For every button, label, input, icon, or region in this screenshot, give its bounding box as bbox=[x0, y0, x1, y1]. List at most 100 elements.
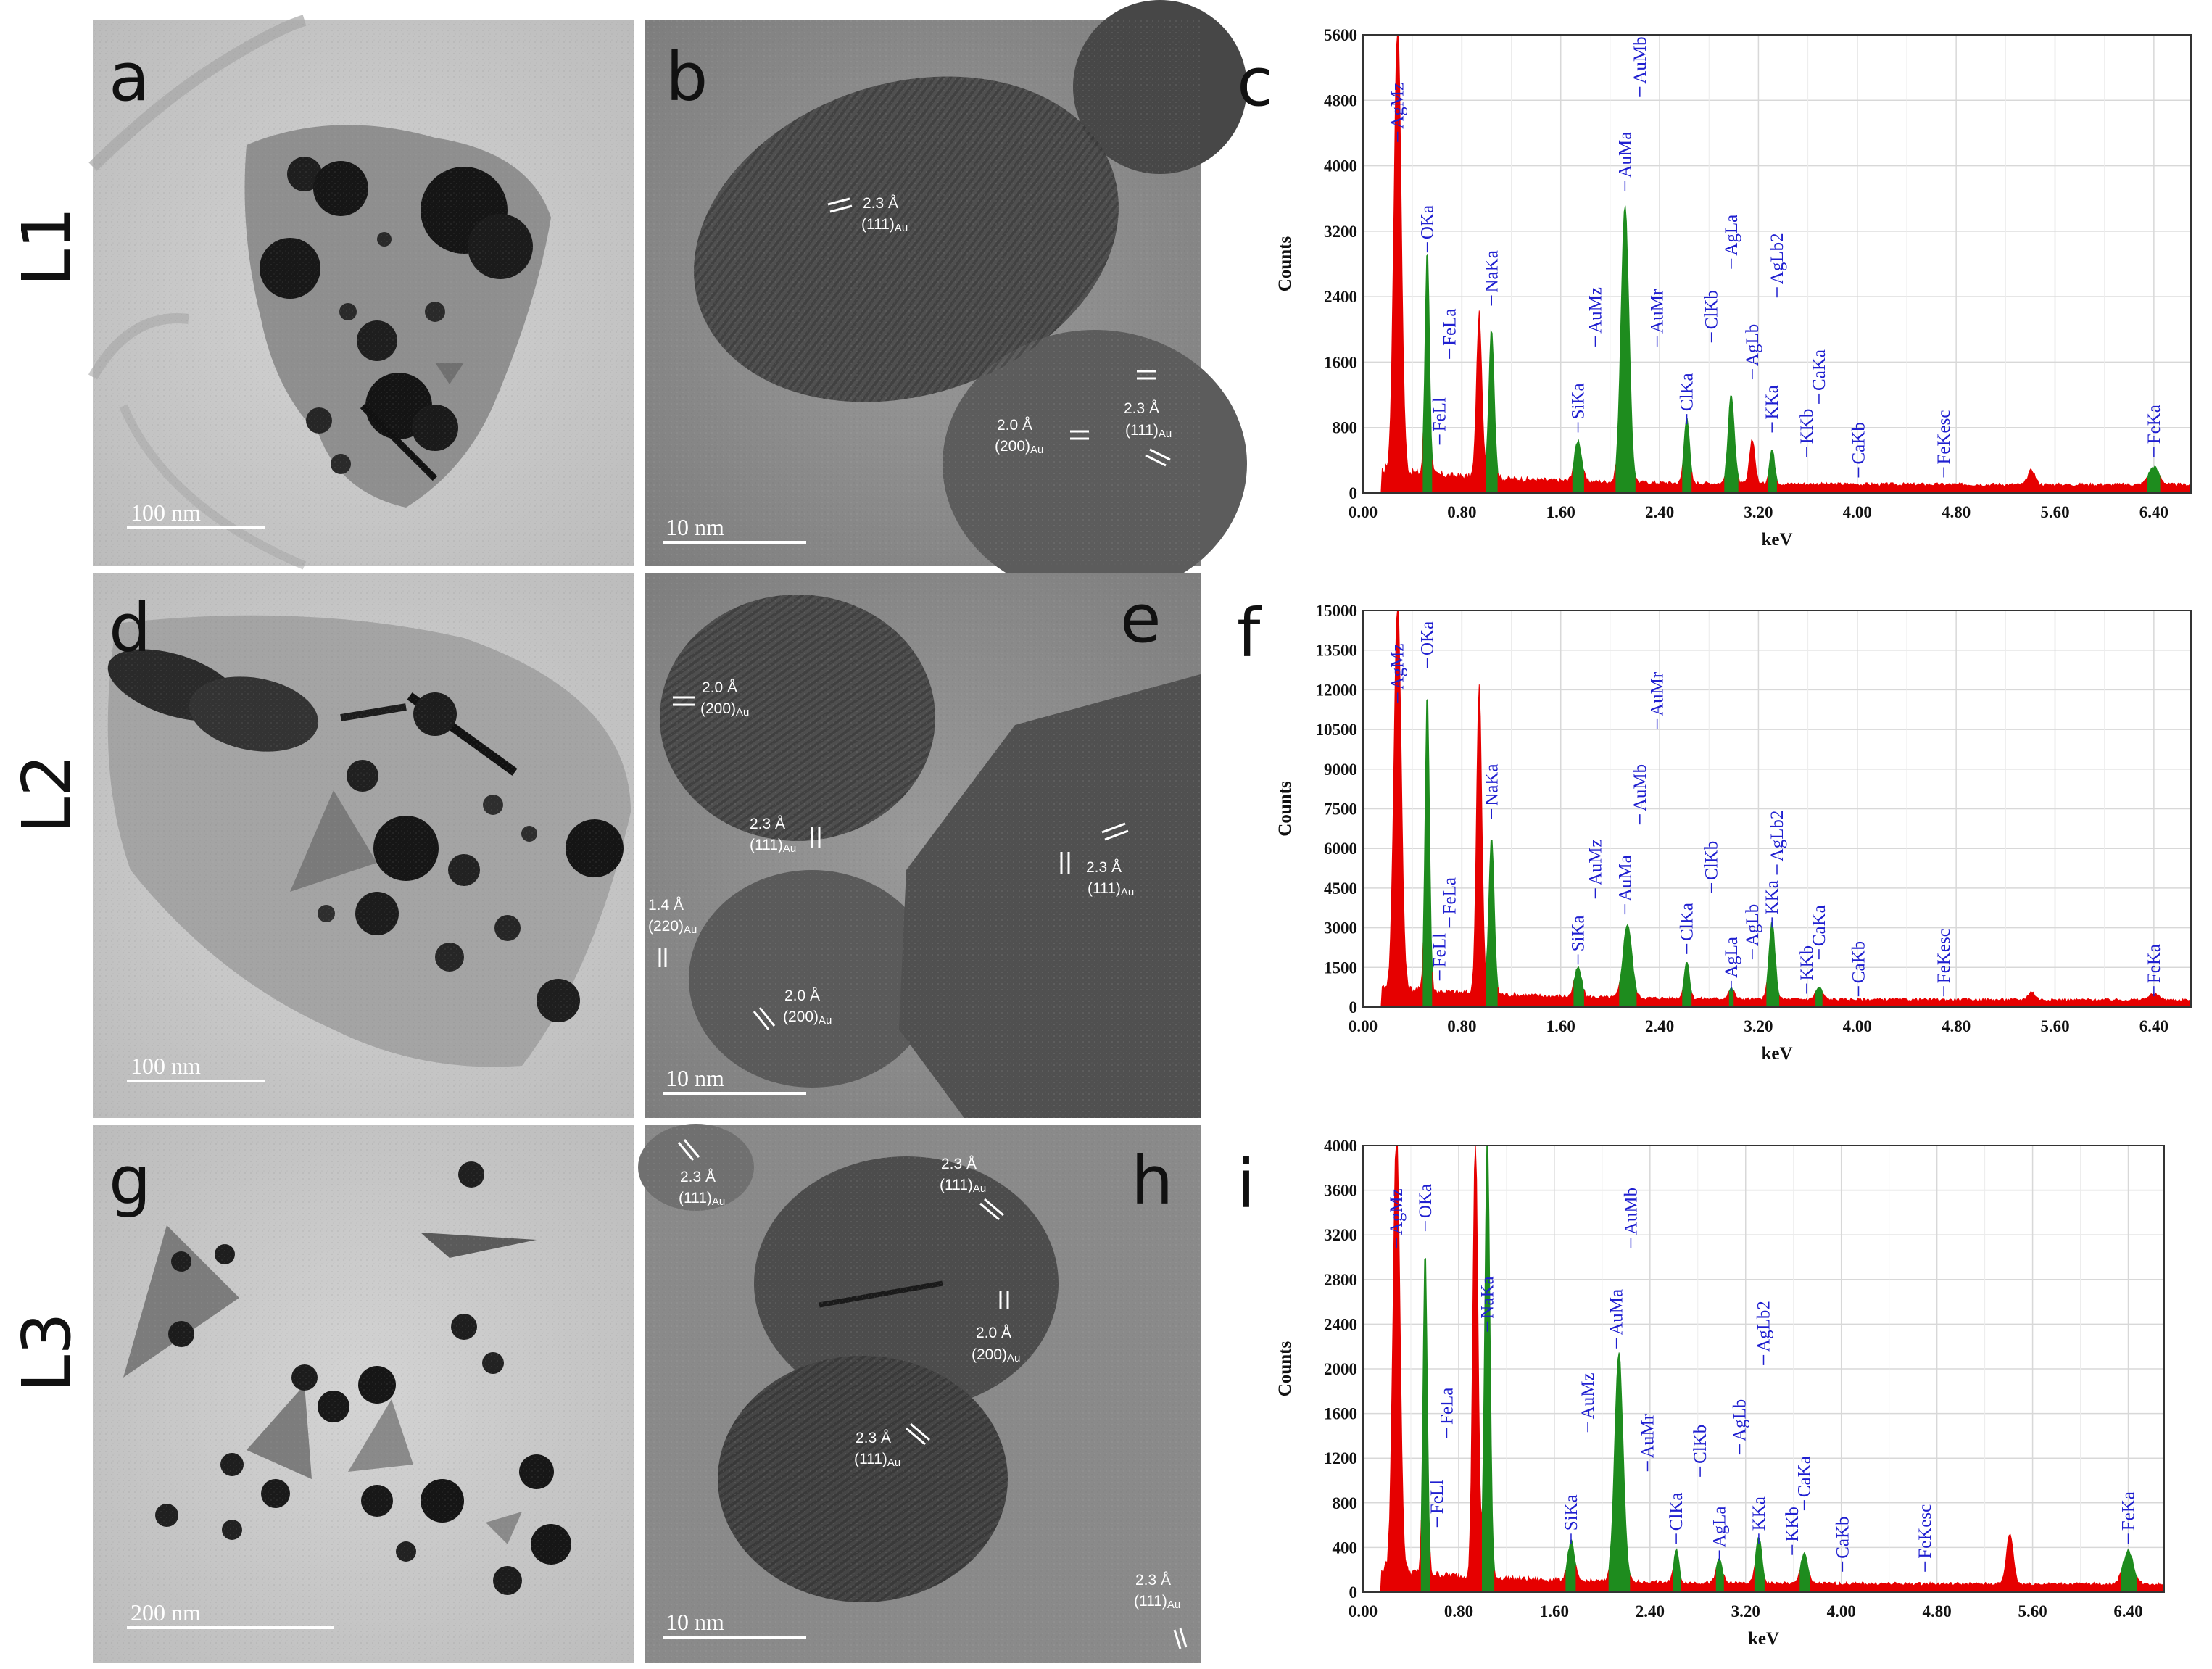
element-label: ClKa bbox=[1667, 1493, 1686, 1531]
lattice-annotation: 2.3 Å (111)Au bbox=[861, 195, 908, 234]
spectrum-red-area bbox=[1723, 1565, 1755, 1593]
element-label: AgLb2 bbox=[1768, 811, 1787, 862]
y-axis-label: Counts bbox=[1275, 236, 1295, 292]
x-axis-label: keV bbox=[1761, 1044, 1792, 1064]
lattice-annotation: 2.3 Å (111)Au bbox=[1134, 1572, 1180, 1611]
lattice-plane: (111) bbox=[854, 1451, 887, 1467]
spectrum-red-area bbox=[1583, 982, 1620, 1008]
lattice-sub: Au bbox=[887, 1457, 900, 1469]
element-label: OKa bbox=[1416, 1184, 1436, 1218]
spectrum-red-area bbox=[1635, 464, 1683, 494]
lattice-plane: (200) bbox=[783, 1009, 819, 1025]
x-tick-label: 2.40 bbox=[1636, 1602, 1665, 1620]
element-label: ClKa bbox=[1678, 373, 1697, 411]
lattice-d-spacing: 2.3 Å bbox=[1124, 400, 1159, 417]
spectrum-red-area bbox=[1691, 990, 1730, 1008]
lattice-annotation: 2.0 Å (200)Au bbox=[783, 987, 832, 1027]
y-tick-label: 0 bbox=[1349, 1583, 1358, 1602]
x-tick-label: 4.80 bbox=[1923, 1602, 1952, 1620]
lattice-annotation: 2.3 Å (111)Au bbox=[750, 816, 796, 855]
panel-label-h: h bbox=[1131, 1142, 1173, 1219]
lattice-annotation: 2.0 Å (200)Au bbox=[700, 679, 749, 718]
element-label: CaKb bbox=[1849, 941, 1868, 983]
x-tick-label: 4.80 bbox=[1942, 503, 1971, 521]
element-label: AuMa bbox=[1607, 1289, 1627, 1335]
scale-bar-label: 100 nm bbox=[131, 500, 201, 526]
spectrum-red-area bbox=[1432, 310, 1487, 494]
row-label-l1: L1 bbox=[8, 207, 86, 286]
svg-text:(111)Au: (111)Au bbox=[940, 1177, 986, 1195]
lattice-d-spacing: 2.3 Å bbox=[750, 816, 785, 832]
spectrum-red-area bbox=[1636, 989, 1683, 1008]
lattice-d-spacing: 2.3 Å bbox=[1135, 1572, 1171, 1589]
y-tick-label: 3600 bbox=[1324, 1182, 1357, 1200]
y-tick-label: 7500 bbox=[1324, 800, 1357, 819]
svg-text:(111)Au: (111)Au bbox=[854, 1451, 900, 1469]
lattice-d-spacing: 2.3 Å bbox=[863, 195, 898, 212]
panel-label-b: b bbox=[666, 38, 708, 116]
spectrum-red-area bbox=[1810, 1533, 2122, 1593]
row-label-l2: L2 bbox=[8, 754, 86, 834]
eds-chart-i: i 0 400 800 1200 1600 2000 2400 2800 3200 3600 4000… bbox=[1237, 1137, 2165, 1649]
y-tick-label: 4500 bbox=[1324, 879, 1357, 898]
x-tick-label: 0.80 bbox=[1447, 503, 1476, 521]
spectrum-green-area bbox=[1486, 840, 1499, 1008]
element-label: FeKa bbox=[2119, 1491, 2139, 1531]
plot-frame bbox=[1362, 1145, 2165, 1593]
element-label: KKa bbox=[1762, 880, 1782, 914]
y-tick-label: 1600 bbox=[1324, 353, 1357, 371]
y-tick-label: 2800 bbox=[1324, 1271, 1357, 1289]
element-label: AgMz bbox=[1388, 644, 1408, 690]
spectrum-green-area bbox=[1682, 961, 1693, 1008]
lattice-sub: Au bbox=[712, 1196, 725, 1208]
spectrum-green-area bbox=[1482, 1145, 1496, 1593]
x-axis-label: keV bbox=[1748, 1629, 1779, 1649]
svg-text:(111)Au: (111)Au bbox=[750, 837, 796, 855]
y-tick-label: 6000 bbox=[1324, 840, 1357, 858]
x-tick-label: 3.20 bbox=[1744, 503, 1773, 521]
element-label: AgLa bbox=[1722, 937, 1741, 978]
y-tick-label: 3200 bbox=[1324, 223, 1357, 241]
eds-chart-c: c 0 800 1600 2400 3200 4000 4800 5600 0.00 0.80 1.6… bbox=[1237, 26, 2192, 550]
spectrum-red-area bbox=[1691, 472, 1726, 494]
spectrum-red-area bbox=[1432, 684, 1487, 1008]
element-label: NaKa bbox=[1478, 1276, 1498, 1318]
element-label: SiKa bbox=[1562, 1494, 1581, 1531]
y-tick-label: 3200 bbox=[1324, 1226, 1357, 1244]
y-tick-label: 9000 bbox=[1324, 761, 1357, 779]
y-tick-label: 4000 bbox=[1324, 1137, 1357, 1155]
lattice-plane: (111) bbox=[940, 1177, 973, 1193]
x-tick-label: 3.20 bbox=[1744, 1017, 1773, 1035]
lattice-annotation: 2.3 Å (111)Au bbox=[940, 1156, 986, 1195]
lattice-plane: (220) bbox=[648, 918, 684, 935]
y-tick-label: 2400 bbox=[1324, 288, 1357, 306]
element-label: KKb bbox=[1797, 409, 1817, 444]
y-tick-label: 4800 bbox=[1324, 91, 1357, 109]
y-tick-label: 4000 bbox=[1324, 157, 1357, 175]
spectrum-red-area bbox=[1681, 1567, 1717, 1593]
element-label: AuMa bbox=[1615, 855, 1635, 901]
spectrum-green-area bbox=[1572, 439, 1585, 494]
lattice-sub: Au bbox=[684, 924, 697, 936]
element-label: CaKa bbox=[1810, 905, 1829, 946]
panel-label-f: f bbox=[1237, 595, 1262, 672]
element-label: AgLb bbox=[1743, 904, 1762, 946]
spectrum-red-area bbox=[1738, 439, 1768, 494]
element-label: AgLa bbox=[1710, 1506, 1729, 1547]
lattice-plane: (111) bbox=[861, 216, 895, 233]
lattice-sub: Au bbox=[1159, 428, 1172, 440]
element-label: AgLb2 bbox=[1755, 1301, 1774, 1352]
spectrum-green-area bbox=[1608, 1352, 1631, 1593]
element-label: KKa bbox=[1749, 1496, 1769, 1531]
element-label: AgLb bbox=[1731, 1399, 1750, 1441]
scale-bar-label: 100 nm bbox=[131, 1053, 201, 1079]
spectrum-red-area bbox=[2137, 1576, 2165, 1593]
scale-bar-label: 200 nm bbox=[131, 1599, 201, 1625]
x-tick-label: 5.60 bbox=[2040, 1017, 2069, 1035]
spectrum-green-area bbox=[1673, 1548, 1682, 1593]
lattice-d-spacing: 2.3 Å bbox=[856, 1430, 891, 1446]
lattice-sub: Au bbox=[819, 1014, 832, 1027]
lattice-d-spacing: 2.3 Å bbox=[1086, 859, 1122, 876]
y-tick-label: 1600 bbox=[1324, 1405, 1357, 1423]
